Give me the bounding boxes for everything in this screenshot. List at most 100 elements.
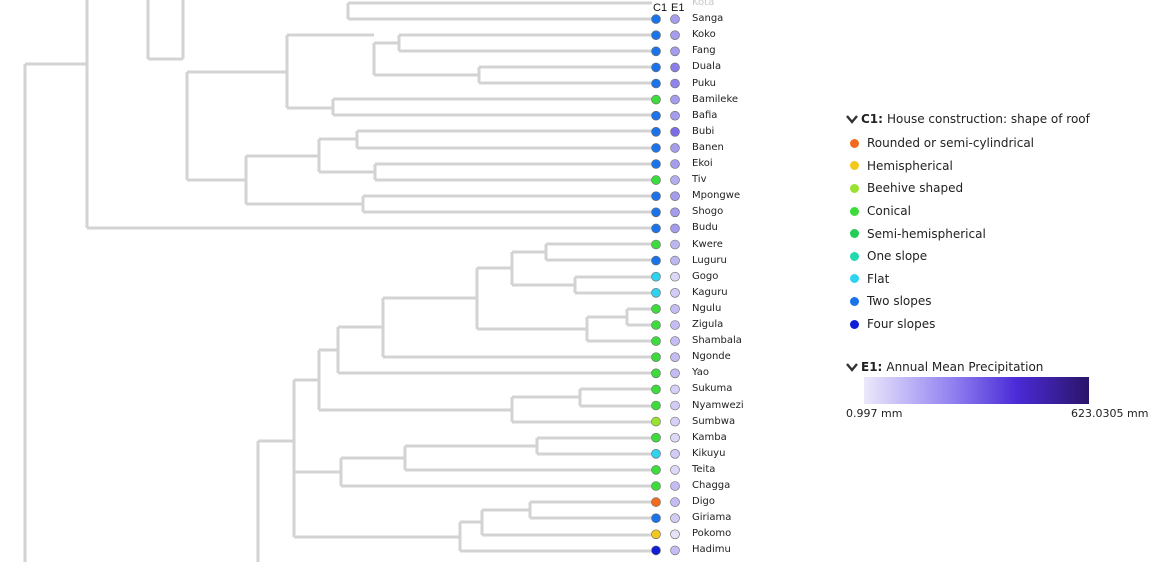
c1-tip-marker: [651, 400, 661, 411]
c1-tip-marker: [651, 352, 661, 363]
c1-tip-marker: [651, 14, 661, 24]
tip-label: Puku: [692, 77, 717, 89]
tip-label: Ngonde: [692, 351, 731, 363]
branch: [578, 387, 652, 408]
legend-item: Flat: [846, 268, 1090, 291]
branch: [185, 70, 287, 182]
branch: [244, 154, 363, 206]
legend-e1-title: Annual Mean Precipitation: [886, 360, 1044, 374]
tip-label: Shogo: [692, 206, 724, 218]
tip-label: Yao: [692, 367, 709, 379]
tip-label: Sanga: [692, 13, 724, 25]
e1-tip-marker: [670, 304, 680, 314]
legend-c1-title: House construction: shape of roof: [886, 112, 1090, 126]
tip-label: Hadimu: [692, 544, 731, 556]
legend-swatch: [850, 138, 859, 148]
c1-tip-marker: [651, 368, 661, 379]
e1-tip-marker: [670, 30, 680, 41]
branch: [477, 65, 652, 85]
e1-tip-marker: [670, 368, 680, 379]
legend-item-label: One slope: [867, 249, 928, 264]
legend-item: Rounded or semi-cylindrical: [846, 132, 1090, 155]
legend-c1-header[interactable]: C1: House construction: shape of roof: [846, 112, 1090, 126]
legend-item-label: Rounded or semi-cylindrical: [867, 136, 1035, 151]
branch: [339, 456, 652, 488]
c1-tip-marker: [651, 432, 661, 443]
tip-label: Luguru: [692, 254, 727, 266]
c1-tip-marker: [651, 191, 661, 201]
branch: [256, 439, 294, 562]
c1-tip-marker: [651, 110, 661, 121]
c1-tip-marker: [651, 513, 661, 524]
e1-tip-marker: [670, 513, 680, 524]
e1-tip-marker: [670, 416, 680, 427]
c1-tip-marker: [651, 127, 661, 137]
tip-label: Zigula: [692, 319, 724, 330]
tip-label: Tiv: [692, 174, 707, 186]
c1-tip-marker: [651, 416, 661, 427]
c1-tip-marker: [651, 46, 661, 57]
c1-tip-marker: [651, 448, 661, 459]
e1-tip-marker: [670, 255, 680, 266]
e1-tip-marker: [670, 352, 680, 363]
legend-swatch: [850, 251, 859, 261]
branch: [373, 162, 652, 182]
branch: [510, 250, 575, 287]
legend-item: Two slopes: [846, 290, 1090, 313]
chevron-down-icon[interactable]: [846, 114, 858, 124]
branch: [475, 266, 587, 331]
branch: [85, 0, 652, 230]
legend-item: Four slopes: [846, 313, 1090, 336]
e1-tip-marker: [670, 400, 680, 411]
e1-tip-marker: [670, 191, 680, 201]
branch: [544, 242, 652, 262]
legend-item-label: Beehive shaped: [867, 181, 964, 196]
legend-swatch: [850, 296, 859, 306]
branch: [317, 137, 375, 174]
tip-label: Gogo: [692, 270, 719, 282]
branch: [285, 33, 374, 110]
e1-tip-marker: [670, 481, 680, 491]
c1-tip-marker: [651, 545, 661, 556]
legend-e1-code: E1:: [861, 360, 883, 374]
branch: [346, 1, 652, 21]
tip-label: Nyamwezi: [692, 399, 744, 411]
tip-label: Sukuma: [692, 383, 733, 395]
c1-tip-marker: [651, 271, 661, 282]
legend-item-label: Four slopes: [867, 317, 936, 332]
tip-label: Ekoi: [692, 158, 713, 169]
e1-tip-marker: [670, 46, 680, 57]
e1-tip-marker: [670, 239, 680, 250]
c1-tip-marker: [651, 529, 661, 540]
legend-item: Conical: [846, 200, 1090, 223]
legend-e1-header[interactable]: E1: Annual Mean Precipitation: [846, 360, 1043, 374]
tip-label: Chagga: [692, 480, 731, 491]
gradient-min-label: 0.997 mm: [846, 407, 903, 420]
legend-swatch: [850, 274, 859, 284]
e1-tip-marker: [670, 545, 680, 556]
c1-tip-marker: [651, 336, 661, 346]
tip-label: Sumbwa: [692, 415, 736, 427]
e1-tip-marker: [670, 110, 680, 121]
branch: [355, 129, 652, 150]
c1-tip-marker: [651, 207, 661, 218]
tip-label: Fang: [692, 45, 716, 57]
c1-tip-marker: [651, 287, 661, 298]
c1-tip-marker: [651, 255, 661, 266]
tip-label: Kota: [692, 0, 715, 8]
e1-tip-marker: [670, 207, 680, 218]
c1-tip-marker: [651, 143, 661, 153]
branch: [480, 508, 652, 537]
e1-tip-marker: [670, 159, 680, 169]
tip-label: Giriama: [692, 512, 732, 524]
c1-tip-marker: [651, 94, 661, 105]
legend-swatch: [850, 161, 859, 171]
chevron-down-icon[interactable]: [846, 362, 858, 372]
branch: [331, 97, 652, 117]
column-header-e1: E1: [671, 2, 685, 14]
e1-tip-marker: [670, 223, 680, 234]
tip-label: Duala: [692, 61, 722, 73]
legend-item: Hemispherical: [846, 155, 1090, 178]
c1-tip-marker: [651, 175, 661, 185]
c1-tip-marker: [651, 320, 661, 330]
